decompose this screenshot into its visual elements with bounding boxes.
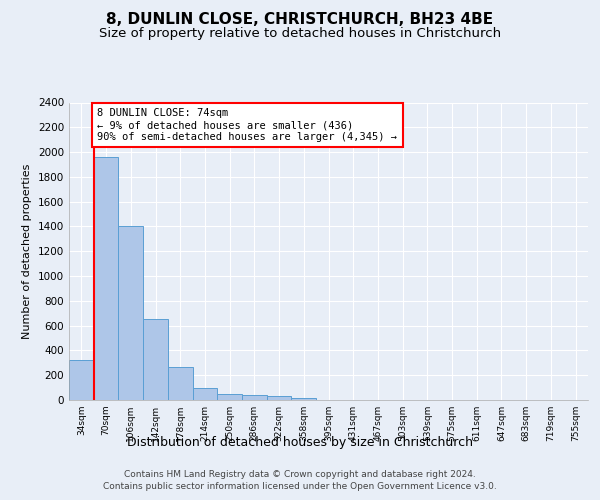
Text: Size of property relative to detached houses in Christchurch: Size of property relative to detached ho… xyxy=(99,28,501,40)
Bar xyxy=(193,388,217,400)
Text: Contains public sector information licensed under the Open Government Licence v3: Contains public sector information licen… xyxy=(103,482,497,491)
Bar xyxy=(267,396,292,400)
Bar xyxy=(69,360,94,400)
Bar xyxy=(94,157,118,400)
Text: Distribution of detached houses by size in Christchurch: Distribution of detached houses by size … xyxy=(127,436,473,449)
Bar xyxy=(118,226,143,400)
Bar xyxy=(168,366,193,400)
Bar xyxy=(292,398,316,400)
Y-axis label: Number of detached properties: Number of detached properties xyxy=(22,164,32,339)
Text: 8 DUNLIN CLOSE: 74sqm
← 9% of detached houses are smaller (436)
90% of semi-deta: 8 DUNLIN CLOSE: 74sqm ← 9% of detached h… xyxy=(97,108,397,142)
Bar xyxy=(143,320,168,400)
Bar xyxy=(242,395,267,400)
Text: Contains HM Land Registry data © Crown copyright and database right 2024.: Contains HM Land Registry data © Crown c… xyxy=(124,470,476,479)
Text: 8, DUNLIN CLOSE, CHRISTCHURCH, BH23 4BE: 8, DUNLIN CLOSE, CHRISTCHURCH, BH23 4BE xyxy=(106,12,494,28)
Bar xyxy=(217,394,242,400)
